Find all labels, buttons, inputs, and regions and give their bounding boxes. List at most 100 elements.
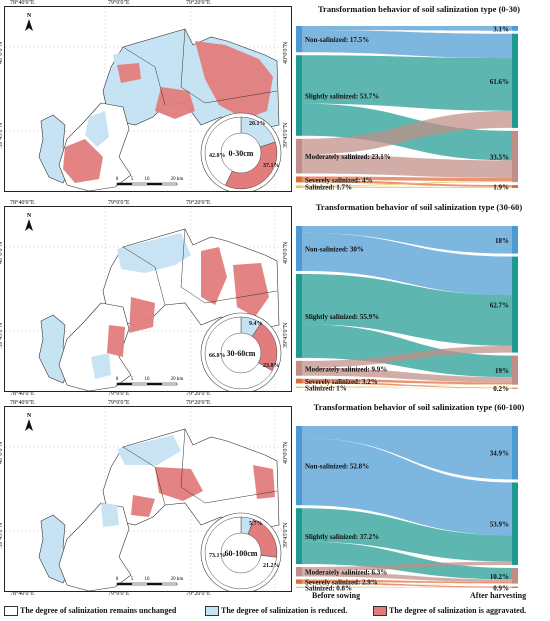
- panel-60-100: 5.7% 21.2% 73.1% 60-100cm N 0 5 10 20 km 78°40'0"…: [0, 400, 550, 600]
- scale-bar-segment: [117, 583, 132, 585]
- sankey-flow: [302, 579, 512, 584]
- panel-30-60: 9.4% 23.8% 66.8% 30-60cm N 0 5 10 20 km 78°40'0"E…: [0, 200, 550, 400]
- after-harvesting-label: After harvesting: [470, 591, 527, 600]
- scale-tick-label: 20 km: [171, 577, 184, 582]
- sankey-area: Non-salinized: 30% Slightly salinized: 55…: [290, 216, 550, 400]
- north-arrow-icon: [25, 419, 33, 431]
- donut-label-reduced: 5.7%: [249, 521, 263, 527]
- coord-top-label: 79°20'0"E: [186, 200, 211, 206]
- sankey-flow: [302, 367, 512, 383]
- coord-top-label: 78°40'0"E: [10, 591, 35, 597]
- scale-tick-label: 10: [145, 577, 151, 582]
- sankey-flow: [302, 571, 512, 583]
- sankey-flow: [302, 324, 512, 378]
- scale-tick-label: 5: [131, 377, 134, 382]
- coord-top-label: 79°0'0"E: [108, 0, 130, 6]
- legend-unchanged: The degree of salinization remains uncha…: [4, 606, 176, 617]
- sankey-0: Non-salinized: 17.5% Slightly salinized: …: [296, 25, 518, 192]
- sankey-target-node: [512, 256, 518, 353]
- coord-top-label: 79°0'0"E: [108, 400, 130, 406]
- sankey-source-node: [296, 378, 302, 384]
- legend: The degree of salinization remains uncha…: [0, 603, 550, 619]
- map-svg: 5.7% 21.2% 73.1% 60-100cm N 0 5 10 20 km: [5, 407, 291, 591]
- coord-right-label: 40°0'0"N: [283, 41, 289, 64]
- sankey-source-label: Severely salinized: 4%: [305, 176, 373, 184]
- map-patch-aggravated: [201, 247, 227, 305]
- coord-left-label: 40°0'0"N: [0, 441, 4, 464]
- legend-unchanged-swatch: [4, 606, 18, 617]
- sankey-source-node: [296, 226, 302, 271]
- sankey-flow: [302, 561, 512, 572]
- map-frame: 20.1% 37.1% 42.8% 0-30cm N 0 5 10 20 km: [4, 6, 292, 192]
- coord-left-label: 39°45'0"N: [0, 122, 4, 148]
- sankey-area: Non-salinized: 52.8% Slightly salinized: …: [290, 416, 550, 600]
- sankey-flow: [302, 541, 512, 580]
- legend-reduced: The degree of salinization is reduced.: [205, 606, 348, 617]
- sankey-source-label: Slightly salinized: 53.7%: [305, 93, 379, 101]
- scale-tick-label: 20 km: [171, 177, 184, 182]
- donut-depth-label: 0-30cm: [229, 149, 254, 158]
- sankey-source-label: Moderately salinized: 6.3%: [305, 569, 387, 577]
- coord-left-label: 39°45'0"N: [0, 522, 4, 548]
- sankey-area: Non-salinized: 17.5% Slightly salinized: …: [290, 16, 550, 200]
- sankey-target-label: 1.9%: [493, 184, 509, 192]
- sankey-target-node: [512, 185, 518, 188]
- coord-top-label: 79°20'0"E: [186, 591, 211, 597]
- map-patch-aggravated: [253, 465, 275, 499]
- sankey-flow: [302, 378, 512, 385]
- donut-label-reduced: 9.4%: [249, 321, 263, 327]
- donut-slice-unchanged: [204, 316, 273, 390]
- scale-tick-label: 5: [131, 577, 134, 582]
- sankey-target-label: 53.9%: [490, 521, 509, 529]
- scale-bar-segment: [117, 383, 132, 385]
- map-boundary-line: [180, 28, 278, 104]
- before-sowing-label: Before sowing: [312, 591, 361, 600]
- legend-aggravated-swatch: [373, 606, 387, 617]
- sankey-target-node: [512, 482, 518, 565]
- sankey-source-label: Moderately salinized: 23.1%: [305, 153, 391, 161]
- sankey-source-node: [296, 360, 302, 376]
- sankey-flow: [302, 55, 512, 111]
- legend-reduced-swatch: [205, 606, 219, 617]
- sankey-flow: [302, 26, 512, 31]
- sankey-source-node: [296, 567, 302, 577]
- coord-top-label: 79°20'0"E: [186, 391, 211, 397]
- map-patch-reduced: [117, 233, 191, 273]
- panel-0-30: 20.1% 37.1% 42.8% 0-30cm N 0 5 10 20 km 78°40'0"E…: [0, 0, 550, 200]
- sankey-source-label: Non-salinized: 30%: [305, 246, 364, 254]
- sankey-target-label: 19%: [495, 367, 509, 375]
- legend-reduced-label: The degree of salinization is reduced.: [221, 606, 348, 615]
- scale-tick-label: 0: [116, 577, 119, 582]
- sankey-source-label: Non-salinized: 17.5%: [305, 36, 369, 44]
- sankey-target-node: [512, 586, 518, 588]
- sankey-source-label: Slightly salinized: 37.2%: [305, 533, 379, 541]
- coord-left-label: 39°45'0"N: [0, 322, 4, 348]
- sankey-target-label: 62.7%: [490, 302, 509, 310]
- sankey-target-node: [512, 130, 518, 183]
- scale-tick-label: 10: [145, 177, 151, 182]
- coord-top-label: 79°0'0"E: [108, 200, 130, 206]
- sankey-source-node: [296, 426, 302, 506]
- map-patch-aggravated: [131, 495, 155, 517]
- sankey-target-node: [512, 426, 518, 480]
- sankey-source-node: [296, 138, 302, 174]
- scale-tick-label: 0: [116, 377, 119, 382]
- coord-top-label: 78°40'0"E: [10, 400, 35, 406]
- donut-depth-label: 60-100cm: [225, 549, 258, 558]
- sankey-target-label: 61.6%: [490, 78, 509, 86]
- legend-aggravated: The degree of salinization is aggravated…: [373, 606, 526, 617]
- map-patch-aggravated: [195, 41, 273, 119]
- sankey-target-label: 34.9%: [490, 450, 509, 458]
- sankey-flow: [302, 387, 512, 389]
- map-south-region: [58, 302, 132, 391]
- sankey-flow: [302, 186, 512, 188]
- sankey-source-label: Salinized: 1.7%: [305, 184, 352, 192]
- sankey-target-node: [512, 33, 518, 128]
- sankey-title: Transformation behavior of soil saliniza…: [315, 202, 523, 212]
- sankey-target-label: 0.2%: [493, 385, 509, 393]
- sankey-source-node: [296, 26, 302, 53]
- sankey-flow: [302, 181, 512, 187]
- sankey-flow: [302, 381, 512, 389]
- scale-tick-label: 0: [116, 177, 119, 182]
- map-boundary-line: [122, 446, 166, 506]
